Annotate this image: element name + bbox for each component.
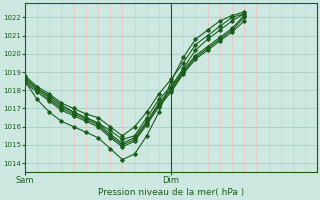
X-axis label: Pression niveau de la mer( hPa ): Pression niveau de la mer( hPa ) [98,188,244,197]
